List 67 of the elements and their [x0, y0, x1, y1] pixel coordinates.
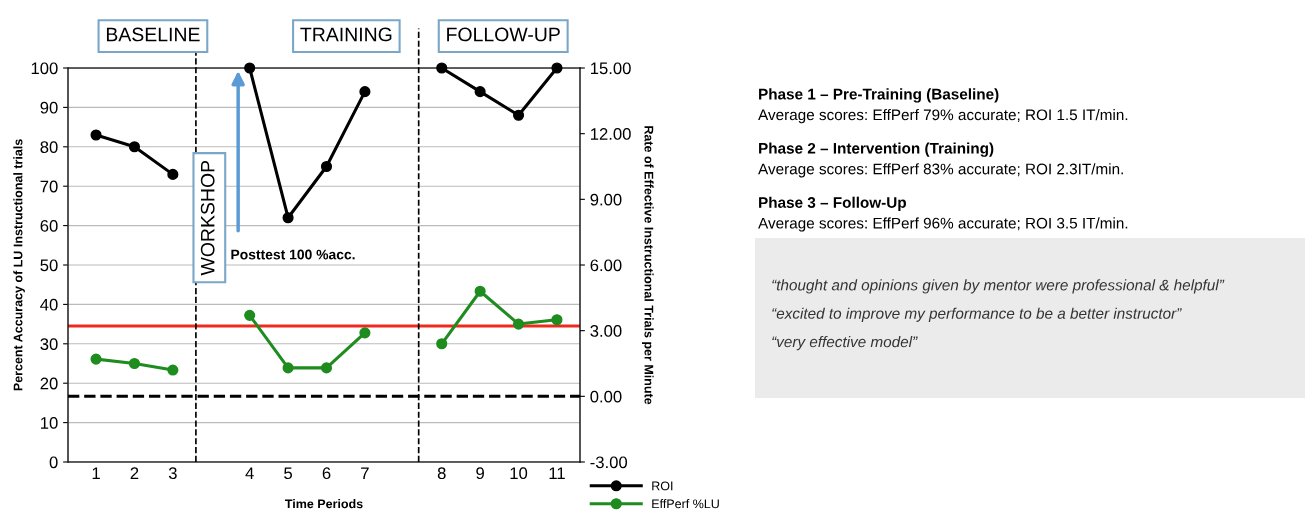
text: Average scores: EffPerf 79% accurate; ROI 1.5 IT/min.	[758, 108, 1128, 124]
point	[282, 212, 294, 224]
y2-tick-label: 3.00	[590, 325, 622, 337]
y2-axis-title: Rate of Effective Instructional Trials per Minute	[642, 126, 654, 405]
y2-tick-label: 12.00	[590, 128, 631, 140]
y-tick-label: 80	[40, 141, 58, 153]
x-tick-label: 1	[92, 467, 100, 479]
y2-tick-label: 9.00	[590, 193, 622, 206]
point	[167, 168, 179, 180]
point	[359, 327, 371, 339]
x-tick-label: 9	[476, 467, 484, 480]
point	[359, 86, 371, 98]
text: BASELINE	[106, 27, 200, 42]
point	[167, 364, 179, 376]
x-tick-label: 4	[245, 467, 254, 479]
legend-label: ROI	[652, 481, 673, 491]
y-tick-label: 40	[40, 298, 58, 311]
x-tick-label: 10	[510, 467, 528, 480]
x-tick-label: 8	[437, 467, 446, 480]
y-tick-label: 0	[49, 456, 58, 469]
text: Phase 3 – Follow-Up	[759, 196, 906, 211]
y-tick-label: 70	[40, 180, 58, 193]
legend-label: EffPerf %LU	[652, 499, 719, 509]
text: “very effective model”	[772, 336, 918, 351]
point	[474, 86, 486, 98]
x-tick-label: 5	[284, 467, 293, 480]
text: “excited to improve my performance to be a better instructor”	[772, 307, 1182, 322]
point	[512, 318, 525, 330]
y-tick-label: 90	[40, 101, 58, 114]
y2-tick-label: 15.00	[590, 62, 631, 75]
annotation: Posttest 100 %acc.	[231, 249, 355, 260]
y-tick-label: 10	[41, 417, 58, 429]
y-tick-label: 50	[40, 259, 58, 272]
y-tick-label: 30	[40, 338, 58, 350]
y-tick-label: 100	[31, 62, 58, 75]
text: “thought and opinions given by mentor were professional & helpful”	[772, 279, 1225, 294]
text: Average scores: EffPerf 83% accurate; ROI 2.3IT/min.	[758, 163, 1123, 178]
y2-tick-label: 0.00	[590, 390, 622, 403]
point	[474, 285, 486, 297]
y-axis-title: Percent Accuracy of LU Instructional trials	[13, 139, 25, 391]
x-tick-label: 7	[361, 467, 369, 479]
text: Average scores: EffPerf 96% accurate; ROI 3.5 IT/min.	[758, 217, 1128, 232]
point	[128, 357, 141, 370]
point	[90, 353, 102, 365]
x-tick-label: 2	[130, 467, 139, 479]
point	[244, 309, 256, 321]
point	[282, 362, 294, 374]
y-tick-label: 60	[40, 220, 58, 232]
text: TRAINING	[300, 27, 392, 42]
point	[551, 314, 563, 326]
y2-tick-label: 6.00	[590, 259, 622, 272]
x-tick-label: 3	[168, 467, 177, 480]
point	[128, 141, 141, 153]
x-tick-label: 11	[549, 467, 565, 479]
point	[320, 160, 333, 173]
y2-tick-label: -3.00	[590, 456, 628, 469]
text: Phase 2 – Intervention (Training)	[759, 142, 994, 157]
x-tick-label: 6	[322, 467, 331, 480]
annotation: WORKSHOP	[200, 160, 215, 276]
point	[90, 129, 102, 141]
x-axis-title: Time Periods	[285, 499, 363, 509]
text: FOLLOW-UP	[447, 27, 560, 42]
point	[436, 338, 448, 350]
point	[320, 362, 333, 374]
text: Phase 1 – Pre-Training (Baseline)	[759, 88, 999, 103]
point	[512, 109, 525, 121]
y-tick-label: 20	[40, 377, 58, 390]
